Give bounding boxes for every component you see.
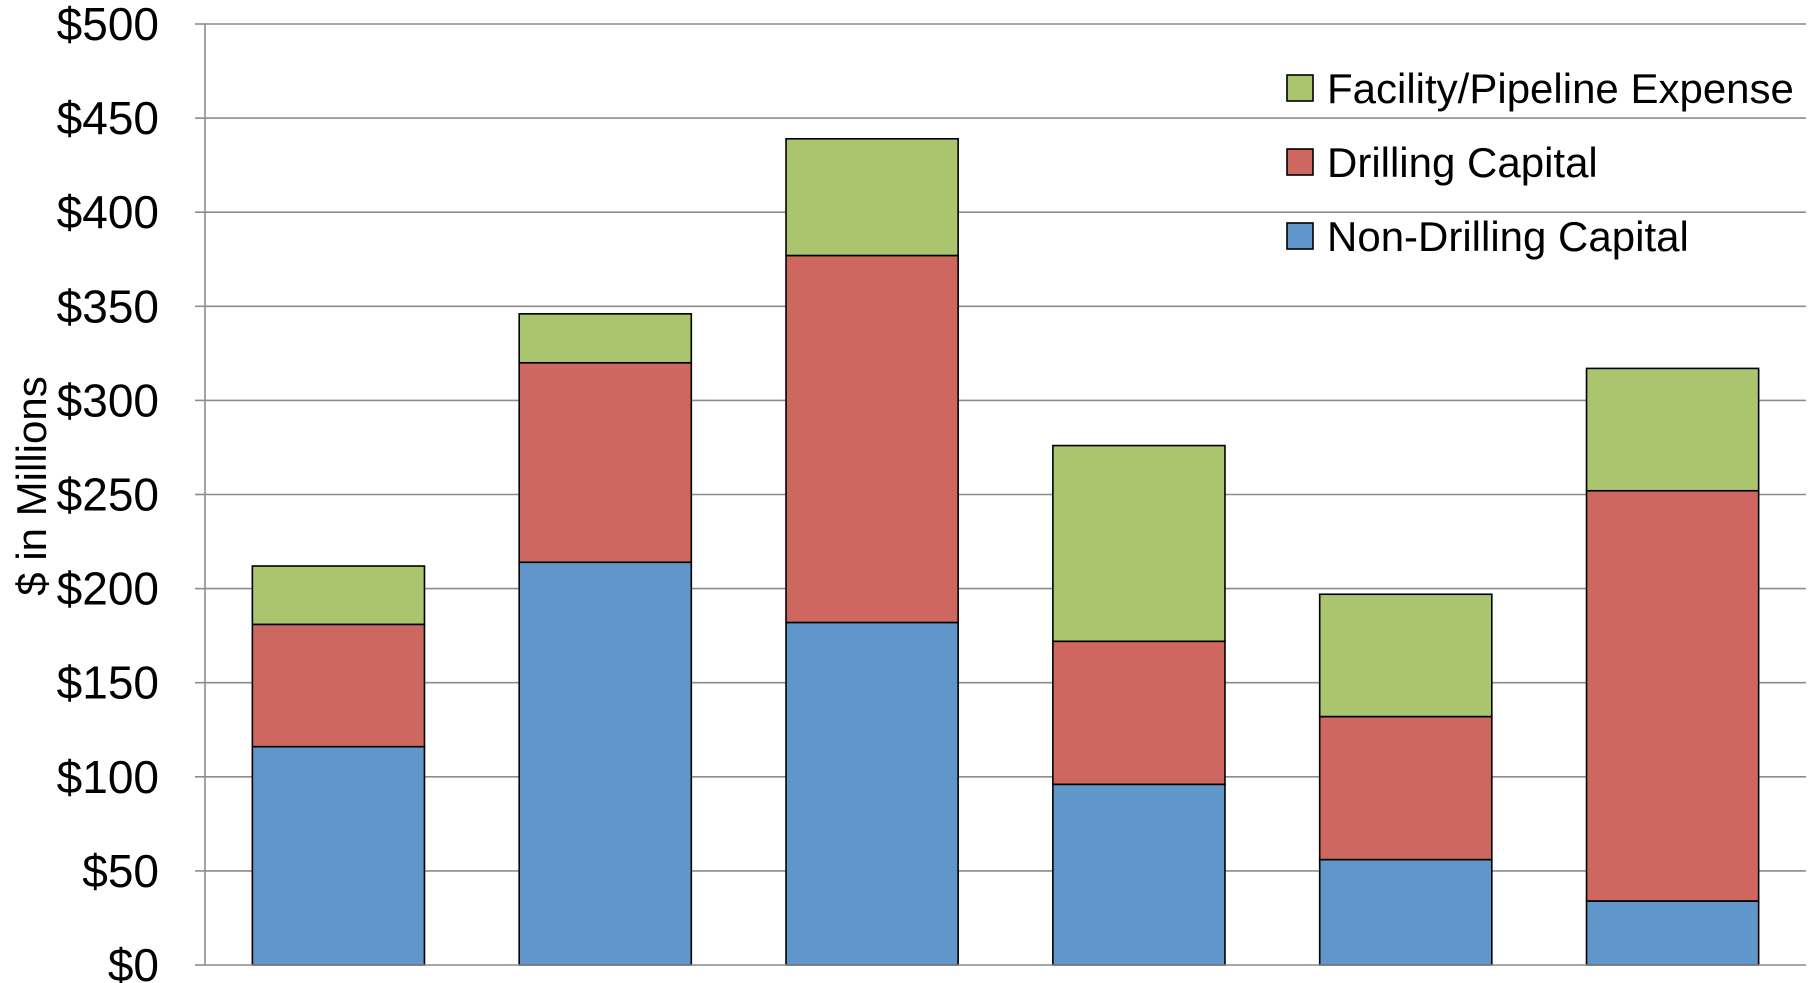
- y-tick-label: $300: [57, 374, 159, 426]
- bar-segment-facility-pipeline-expense: [1585, 367, 1760, 492]
- y-tick-label: $350: [57, 280, 159, 332]
- bar-segment-drilling-capital: [1052, 640, 1226, 786]
- legend: Facility/Pipeline Expense Drilling Capita…: [1286, 65, 1794, 260]
- y-tick-label: $50: [82, 845, 159, 897]
- y-tick-label: $450: [57, 92, 159, 144]
- bar-segment-drilling-capital: [518, 361, 693, 564]
- legend-swatch: [1286, 222, 1314, 250]
- legend-swatch: [1286, 74, 1314, 102]
- bar-segment-facility-pipeline-expense: [251, 565, 426, 626]
- legend-label: Drilling Capital: [1327, 139, 1598, 186]
- axes: [204, 24, 1806, 966]
- y-tick-label: $250: [57, 469, 159, 521]
- bar-segment-non-drilling-capital: [1052, 783, 1226, 966]
- bar-segment-facility-pipeline-expense: [1318, 593, 1493, 718]
- y-tick-label: $0: [108, 939, 159, 983]
- bar-segment-non-drilling-capital: [1318, 858, 1493, 966]
- bar-segment-drilling-capital: [251, 623, 426, 748]
- y-tick-label: $100: [57, 751, 159, 803]
- bar-segment-facility-pipeline-expense: [1052, 444, 1226, 643]
- bar-segment-drilling-capital: [1585, 489, 1760, 902]
- bar-segment-drilling-capital: [785, 254, 959, 624]
- gridlines: [205, 23, 1806, 872]
- legend-swatch: [1286, 148, 1314, 176]
- bar-segment-facility-pipeline-expense: [518, 313, 693, 364]
- legend-label: Non-Drilling Capital: [1327, 213, 1689, 260]
- bar-segment-non-drilling-capital: [251, 745, 426, 966]
- bars: [251, 138, 1760, 966]
- y-tick-label: $500: [57, 0, 159, 50]
- legend-label: Facility/Pipeline Expense: [1327, 65, 1794, 112]
- bar-segment-non-drilling-capital: [785, 621, 959, 966]
- bar-segment-non-drilling-capital: [518, 561, 693, 966]
- y-axis-ticks: $0 $50 $100 $150 $200 $250 $300 $350 $400 $450 $50…: [57, 0, 205, 983]
- y-tick-label: $400: [57, 186, 159, 238]
- bar-segment-non-drilling-capital: [1585, 900, 1760, 966]
- y-axis-title: $ in Millions: [8, 376, 55, 595]
- bar-segment-drilling-capital: [1318, 715, 1493, 861]
- y-tick-label: $200: [57, 563, 159, 615]
- bar-segment-facility-pipeline-expense: [785, 138, 959, 257]
- y-tick-label: $150: [57, 657, 159, 709]
